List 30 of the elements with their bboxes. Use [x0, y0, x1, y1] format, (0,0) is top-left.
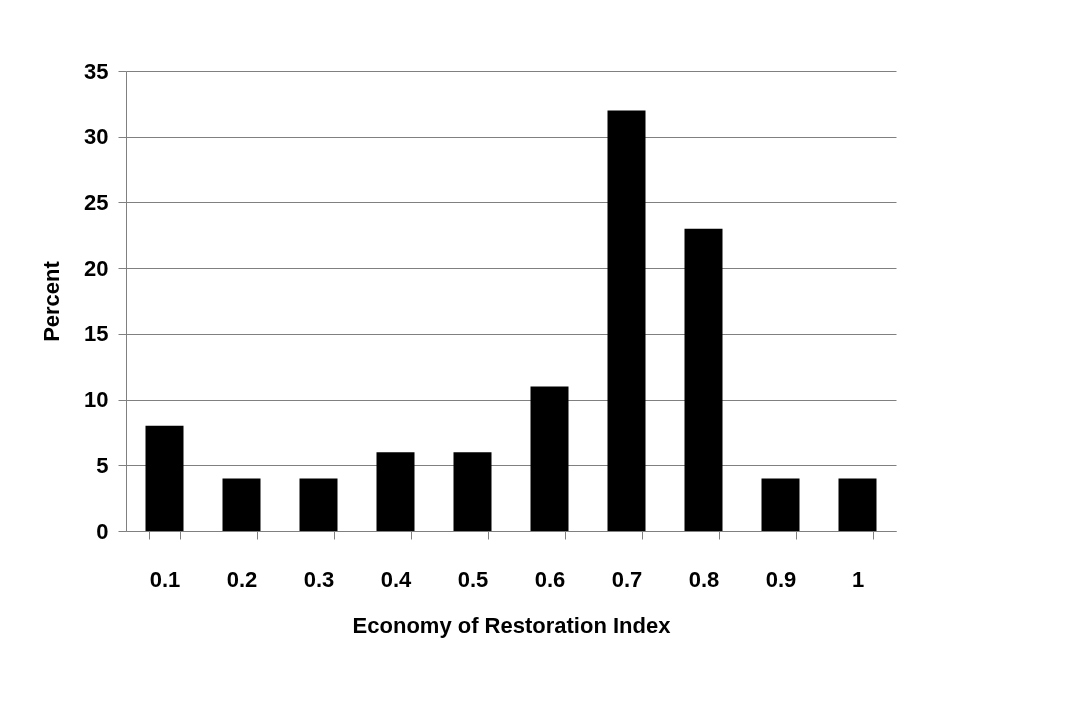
y-axis-title: Percent [39, 260, 65, 342]
y-tick-label: 15 [84, 321, 109, 347]
x-tick-label: 0.8 [688, 566, 720, 592]
x-tick-label: 0.1 [149, 566, 181, 592]
bar [838, 478, 877, 531]
x-tick-label: 0.9 [765, 566, 797, 592]
y-tick-label: 0 [96, 518, 109, 544]
bar [453, 452, 492, 531]
bar [299, 478, 338, 531]
bar [222, 478, 261, 531]
bar [607, 110, 646, 531]
bar [145, 425, 184, 531]
x-tick-label: 0.2 [226, 566, 258, 592]
y-tick-label: 10 [84, 387, 109, 413]
bar [761, 478, 800, 531]
y-tick-label: 30 [84, 124, 109, 150]
x-tick-label: 0.5 [457, 566, 489, 592]
y-tick-label: 20 [84, 255, 109, 281]
y-tick-label: 25 [84, 189, 109, 215]
bar [530, 386, 569, 531]
x-tick-label: 1 [851, 566, 865, 592]
x-tick-label: 0.3 [303, 566, 335, 592]
x-tick-label: 0.6 [534, 566, 566, 592]
bar [376, 452, 415, 531]
y-tick-label: 5 [96, 452, 109, 478]
x-tick-label: 0.4 [380, 566, 413, 592]
x-axis-title: Economy of Restoration Index [352, 612, 672, 638]
x-tick-label: 0.7 [611, 566, 643, 592]
bar [684, 228, 723, 531]
y-tick-label: 35 [84, 58, 109, 84]
